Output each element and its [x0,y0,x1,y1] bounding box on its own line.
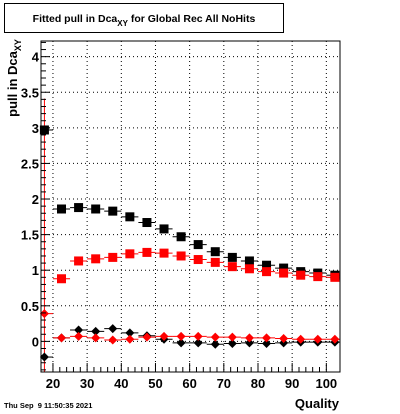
data-point-square [193,240,203,250]
data-point-diamond [74,325,84,335]
data-point-square [176,251,186,261]
data-point-square [279,263,289,273]
data-point-square [74,256,84,266]
data-point-square [108,252,118,262]
data-point-diamond [227,332,237,342]
x-tick-label: 30 [80,376,94,391]
data-point-square [227,252,237,262]
data-point-diamond [39,352,49,362]
y-axis-label: pull in DcaXY [5,28,23,128]
chart-title-subscript: XY [117,19,128,28]
data-point-diamond [91,333,101,343]
data-point-square [296,270,306,280]
data-point-diamond [91,326,101,336]
y-axis-label-subscript: XY [13,39,23,52]
y-tick-label: 1 [32,263,39,278]
x-tick-label: 100 [315,376,337,391]
y-tick-label: 3 [32,121,39,136]
data-point-diamond [159,331,169,341]
data-point-diamond [125,328,135,338]
y-tick-label: 2 [32,192,39,207]
data-point-square [313,272,323,282]
chart-title-main: Fitted pull in Dca [32,13,118,25]
data-point-square [159,224,169,234]
data-point-square [244,256,254,266]
frame-background [41,41,340,372]
y-tick-label: 0 [32,334,39,349]
x-tick-label: 60 [182,376,196,391]
data-point-square [57,274,67,284]
data-point-diamond [125,334,135,344]
x-tick-label: 70 [217,376,231,391]
data-point-square [91,254,101,264]
data-point-square [330,272,340,282]
data-point-diamond [313,334,323,344]
data-point-diamond [57,333,67,343]
y-tick-label: 4 [32,50,40,65]
data-point-square [227,262,237,272]
data-point-diamond [193,331,203,341]
data-point-diamond [330,334,340,344]
data-point-square [262,267,272,277]
data-point-square [142,218,152,228]
data-point-diamond [296,334,306,344]
x-tick-label: 90 [285,376,299,391]
data-point-diamond [262,339,272,349]
data-point-diamond [227,339,237,349]
x-tick-label: 20 [46,376,60,391]
data-point-square [125,249,135,259]
data-point-diamond [74,331,84,341]
data-point-diamond [176,331,186,341]
data-point-diamond [142,332,152,342]
data-point-square [244,264,254,274]
x-tick-label: 80 [251,376,265,391]
data-point-square [108,206,118,216]
y-tick-label: 3.5 [21,85,39,100]
data-point-square [262,260,272,270]
data-point-diamond [262,333,272,343]
timestamp-footer: Thu Sep 9 11:50:35 2021 [4,401,93,410]
data-point-square [74,203,84,213]
markers-layer [39,125,340,362]
x-tick-label: 50 [148,376,162,391]
y-tick-label: 1.5 [21,228,39,243]
data-point-diamond [210,339,220,349]
data-point-diamond [39,309,49,319]
ticks-layer: 20 30 40 50 60 70 80 90 100 0 0.5 1 1.5 2 2.5 3 3.5 4 [21,41,337,391]
data-point-square [142,247,152,257]
x-tick-label: 40 [114,376,128,391]
data-point-square [210,257,220,267]
data-point-square [125,212,135,222]
data-point-square [176,232,186,242]
x-axis-label: Quality [294,396,339,411]
y-tick-label: 0.5 [21,299,39,314]
data-point-diamond [108,324,118,334]
chart-title: Fitted pull in DcaXY for Global Rec All … [5,13,283,28]
data-point-square [39,125,49,135]
data-point-square [91,204,101,214]
data-point-square [210,247,220,257]
data-point-square [159,248,169,258]
data-point-diamond [210,332,220,342]
data-point-diamond [244,338,254,348]
data-point-diamond [176,338,186,348]
data-point-square [57,204,67,214]
data-point-square [279,268,289,278]
y-tick-label: 2.5 [21,156,39,171]
data-point-diamond [108,335,118,345]
chart-title-box: Fitted pull in DcaXY for Global Rec All … [4,3,284,33]
data-point-diamond [193,338,203,348]
y-axis-label-main: pull in Dca [5,51,20,117]
chart-title-rest: for Global Rec All NoHits [127,13,256,25]
data-point-diamond [279,334,289,344]
data-point-diamond [244,333,254,343]
data-point-square [193,255,203,265]
